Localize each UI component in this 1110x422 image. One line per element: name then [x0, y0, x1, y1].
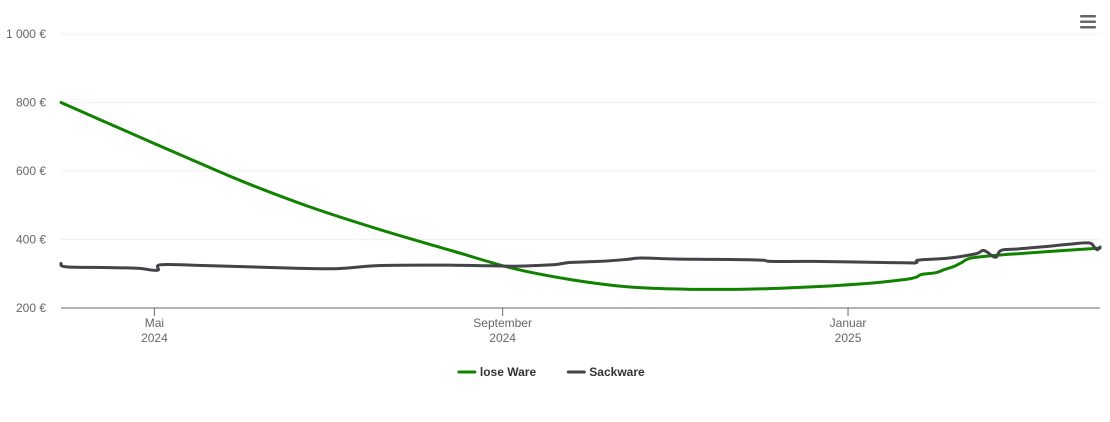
legend-item-lose-ware[interactable]: lose Ware [457, 365, 537, 379]
chart-menu-button[interactable] [1080, 14, 1096, 30]
legend-item-sackware[interactable]: Sackware [566, 365, 645, 379]
x-tick-sublabel: 2024 [141, 331, 168, 345]
legend-label: Sackware [589, 365, 645, 379]
legend-label: lose Ware [480, 365, 537, 379]
series-line-sackware[interactable] [59, 241, 1102, 272]
y-tick-label: 1 000 € [6, 27, 46, 41]
y-tick-label: 800 € [16, 96, 46, 110]
y-tick-label: 400 € [16, 233, 46, 247]
legend: lose Ware Sackware [457, 365, 645, 379]
y-tick-label: 600 € [16, 164, 46, 178]
series-line-lose-ware[interactable] [59, 101, 1102, 291]
x-tick-label: Mai [145, 316, 164, 330]
x-tick-sublabel: 2025 [835, 331, 862, 345]
x-tick-sublabel: 2024 [489, 331, 516, 345]
x-tick-label: Januar [830, 316, 867, 330]
x-tick-label: September [473, 316, 532, 330]
hamburger-menu-icon [1080, 15, 1096, 29]
axes: 200 €400 €600 €800 €1 000 €Mai2024Septem… [6, 27, 1100, 345]
series-lines [59, 101, 1102, 291]
y-tick-label: 200 € [16, 301, 46, 315]
